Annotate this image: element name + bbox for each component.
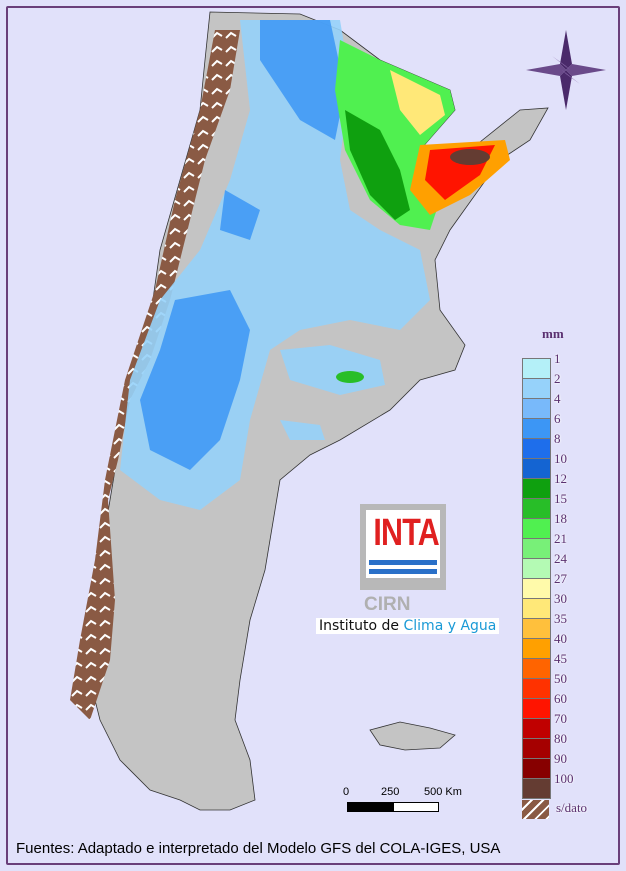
- legend-label: 100: [554, 771, 574, 786]
- legend-swatch: [522, 618, 551, 639]
- legend-label: 1: [554, 351, 561, 366]
- legend-swatch: [522, 418, 551, 439]
- precip-yellow: [390, 70, 445, 135]
- legend-label: 24: [554, 551, 567, 566]
- footer-sources: Fuentes: Adaptado e interpretado del Mod…: [16, 840, 501, 857]
- legend-swatch: [522, 458, 551, 479]
- legend-label: 18: [554, 511, 567, 526]
- legend-label: 12: [554, 471, 567, 486]
- legend-swatch: [522, 558, 551, 579]
- legend-no-data-swatch: [522, 800, 549, 819]
- legend-label: 8: [554, 431, 561, 446]
- legend-label: 27: [554, 571, 567, 586]
- precip-dark-green: [345, 110, 410, 220]
- legend-swatch: [522, 398, 551, 419]
- compass-rose-icon: [526, 30, 606, 110]
- legend-label: 30: [554, 591, 567, 606]
- legend-swatch: [522, 538, 551, 559]
- legend-label: 70: [554, 711, 567, 726]
- legend-label: 90: [554, 751, 567, 766]
- legend-label: 45: [554, 651, 567, 666]
- frame-border: [6, 6, 620, 865]
- legend-swatch: [522, 598, 551, 619]
- legend-swatch: [522, 698, 551, 719]
- legend-label: 60: [554, 691, 567, 706]
- legend-unit: mm: [542, 326, 564, 341]
- no-data-region: [70, 30, 240, 720]
- legend-swatch: [522, 778, 551, 799]
- legend-swatch: [522, 498, 551, 519]
- legend-no-data-label: s/dato: [556, 800, 588, 815]
- inta-logo-text: INTA: [373, 512, 439, 554]
- legend-swatch: [522, 738, 551, 759]
- legend-label: 2: [554, 371, 561, 386]
- inta-logo: INTA: [360, 504, 446, 590]
- legend-swatch: [522, 478, 551, 499]
- legend-swatch: [522, 518, 551, 539]
- precip-blue: [140, 20, 345, 470]
- precip-green-spot: [336, 371, 364, 383]
- legend-label: 35: [554, 611, 567, 626]
- legend-label: 80: [554, 731, 567, 746]
- legend-label: 21: [554, 531, 567, 546]
- precip-max: [450, 149, 490, 165]
- islas-malvinas: [369, 721, 456, 751]
- cirn-logo: CIRN: [364, 594, 411, 615]
- legend-swatch: [522, 718, 551, 739]
- legend-label: 4: [554, 391, 561, 406]
- legend-swatch: [522, 678, 551, 699]
- legend-swatch: [522, 438, 551, 459]
- legend-swatch: [522, 378, 551, 399]
- legend-label: 40: [554, 631, 567, 646]
- scale-label-0: 0: [343, 786, 350, 798]
- legend-swatch: [522, 638, 551, 659]
- legend-swatch: [522, 658, 551, 679]
- precip-light-blue-2: [280, 345, 385, 440]
- legend-swatch: [522, 578, 551, 599]
- legend-swatch: [522, 358, 551, 379]
- legend-swatch: [522, 758, 551, 779]
- legend-label: 6: [554, 411, 561, 426]
- legend-label: 10: [554, 451, 567, 466]
- legend-label: 15: [554, 491, 567, 506]
- scale-label-500: 500 Km: [424, 786, 462, 798]
- scale-label-250: 250: [381, 786, 400, 798]
- legend-label: 50: [554, 671, 567, 686]
- institute-name: Instituto de Clima y Agua: [316, 618, 500, 634]
